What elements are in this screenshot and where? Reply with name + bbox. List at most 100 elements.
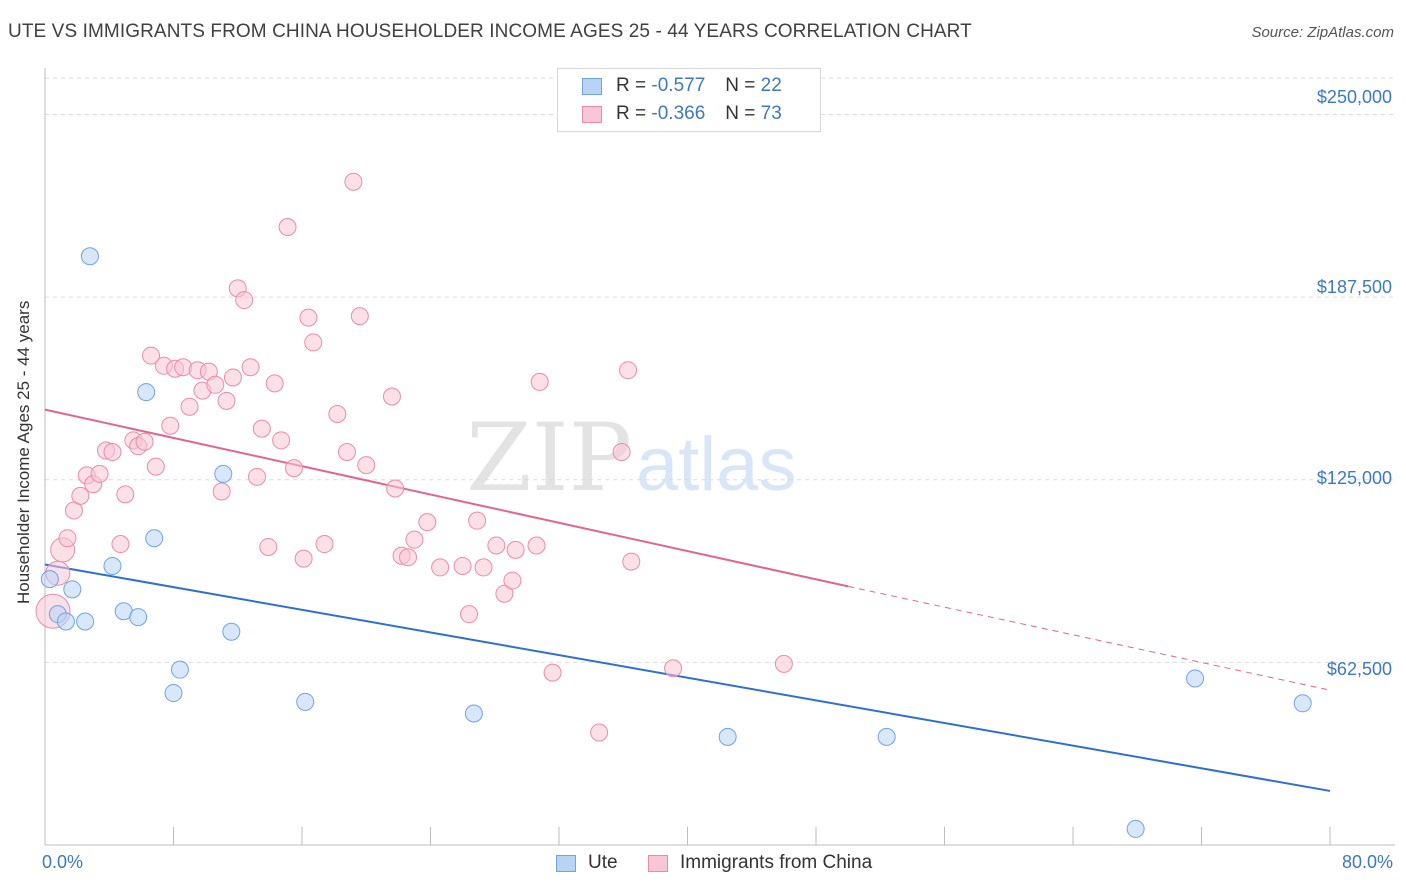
watermark: ZIP atlas [466,404,796,513]
ute-point [222,622,241,641]
china-point [495,584,514,603]
china-point [248,467,267,486]
ute-swatch [582,77,602,95]
ute-point [1293,694,1312,713]
china-point [460,605,479,624]
china-r-value: -0.366 [651,103,706,124]
china-point [212,482,231,501]
china-trend-line [44,408,849,588]
china-point [265,374,284,393]
china-point [543,663,562,682]
china-point [135,432,154,451]
china-point [142,346,161,365]
china-point [235,291,254,310]
ute-point [103,556,122,575]
ute-point [137,383,156,402]
china-point [382,387,401,406]
china-point [357,456,376,475]
china-point [315,535,334,554]
ute-point [80,247,99,266]
china-point [590,723,609,742]
legend-row-china: R = -0.366 N = 73 [582,101,782,127]
china-trend-extension [848,585,1331,691]
ute-legend-label: Ute [588,852,618,873]
ute-trend-line [44,563,1331,792]
china-point [111,535,130,554]
y-axis-label: Householder Income Ages 25 - 44 years [14,300,33,604]
china-point [664,659,683,678]
china-point [116,485,135,504]
china-point [252,419,271,438]
china-point [344,172,363,191]
data-points [35,172,1312,838]
ute-point [40,570,59,589]
china-point [180,397,199,416]
y-tick-label: $250,000 [1316,87,1392,107]
ute-n-value: 22 [760,75,782,96]
ute-point [63,580,82,599]
china-point [506,540,525,559]
china-point [350,307,369,326]
watermark-atlas: atlas [636,422,797,507]
legend-item-china: Immigrants from China [648,852,872,874]
x-tick-label-min: 0.0% [42,852,84,872]
china-point [619,361,638,380]
china-point [161,416,180,435]
ute-point [877,727,896,746]
china-point [337,443,356,462]
china-point [299,308,318,327]
x-tick-label-max: 80.0% [1341,852,1393,872]
china-point [241,358,260,377]
china-point [146,457,165,476]
ute-legend-swatch [556,854,576,872]
china-point [294,549,313,568]
ute-point [56,612,75,631]
y-tick-label: $187,500 [1316,277,1392,297]
chart-source: Source: ZipAtlas.com [1251,24,1394,41]
ute-point [164,684,183,703]
ute-point [464,704,483,723]
axes [44,68,1395,846]
china-point [304,333,323,352]
china-point [90,464,109,483]
china-legend-swatch [648,854,668,872]
china-point [272,431,291,450]
china-point [468,511,487,530]
stats-legend: R = -0.577 N = 22 R = -0.366 N = 73 [557,68,821,132]
china-point [103,443,122,462]
china-point [612,443,631,462]
china-point [399,548,418,567]
china-point [328,405,347,424]
china-point [405,530,424,549]
ute-point [170,660,189,679]
r-label: R = [616,75,647,96]
trend-lines [44,408,1331,792]
china-point [284,459,303,478]
n-label: N = [725,75,756,96]
china-legend-label: Immigrants from China [680,852,873,873]
watermark-zip: ZIP [466,404,632,513]
y-tick-label: $125,000 [1316,468,1392,488]
china-n-value: 73 [760,103,782,124]
ute-point [718,727,737,746]
china-point [206,375,225,394]
china-point [259,537,278,556]
ute-point [296,692,315,711]
china-point [431,558,450,577]
china-point [278,218,297,237]
chart-title: UTE VS IMMIGRANTS FROM CHINA HOUSEHOLDER… [8,21,972,42]
r-label: R = [616,103,647,124]
ute-point [145,529,164,548]
china-point [622,552,641,571]
china-point [530,372,549,391]
ute-point [1126,819,1145,838]
ute-point [129,608,148,627]
china-point [418,513,437,532]
legend-row-ute: R = -0.577 N = 22 [582,73,782,99]
china-swatch [582,105,602,123]
ute-point [214,464,233,483]
china-point [217,391,236,410]
china-point [474,558,493,577]
